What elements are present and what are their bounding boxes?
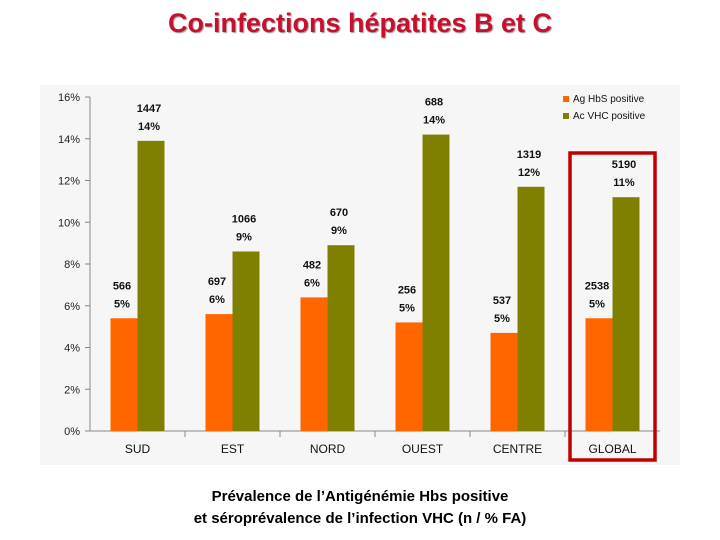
data-label-count: 566 [113,280,131,292]
y-tick-label: 12% [58,176,80,188]
y-tick-label: 2% [64,384,80,396]
data-label-count: 688 [425,97,443,109]
x-tick-label: OUEST [402,442,444,456]
bar-ag-hbs [300,297,328,431]
data-label-percent: 5% [399,302,415,314]
x-tick-label: EST [221,442,245,456]
global-highlight-box [568,151,657,462]
legend-swatch [563,113,569,119]
x-tick-label: SUD [125,442,151,456]
data-label-percent: 14% [138,121,160,133]
data-label-percent: 5% [494,313,510,325]
bar-ac-vhc [612,197,640,431]
data-label-count: 1319 [517,149,541,161]
caption-line-2: et séroprévalence de l’infection VHC (n … [193,510,527,527]
data-label-percent: 5% [589,298,605,310]
x-tick-label: CENTRE [493,442,542,456]
bar-ag-hbs [585,318,613,431]
bar-ag-hbs [110,318,138,431]
data-label-count: 697 [208,276,226,288]
data-label-count: 256 [398,284,416,296]
x-tick-label: NORD [310,442,346,456]
y-tick-label: 8% [64,259,80,271]
data-label-percent: 14% [423,115,445,127]
data-label-percent: 9% [331,225,347,237]
bar-ac-vhc [232,251,260,431]
bar-ag-hbs [395,322,423,431]
data-label-count: 537 [493,295,511,307]
legend-swatch [563,96,569,102]
slide-title: Co-infections hépatites B et C [167,8,553,38]
data-label-count: 482 [303,259,321,271]
data-label-count: 1447 [137,103,161,115]
y-tick-label: 16% [58,92,80,104]
legend-label: Ag HbS positive [573,94,645,105]
y-tick-label: 14% [58,134,80,146]
data-label-percent: 9% [236,231,252,243]
bar-ac-vhc [327,245,355,431]
data-label-count: 5190 [612,159,636,171]
bar-ac-vhc [137,140,165,431]
data-label-count: 1066 [232,213,256,225]
data-label-percent: 11% [613,177,635,189]
x-tick-label: GLOBAL [588,442,636,456]
data-label-percent: 12% [518,167,540,179]
data-label-percent: 6% [304,277,320,289]
bar-ag-hbs [205,314,233,431]
data-label-percent: 6% [209,294,225,306]
y-tick-label: 0% [64,426,80,438]
bar-ac-vhc [422,134,450,431]
legend-label: Ac VHC positive [573,111,646,122]
bar-ac-vhc [517,186,545,431]
y-tick-label: 6% [64,301,80,313]
y-tick-label: 10% [58,217,80,229]
caption-line-1: Prévalence de l’Antigénémie Hbs positive [211,488,509,505]
y-tick-label: 4% [64,343,80,355]
data-label-count: 670 [330,207,348,219]
bar-ag-hbs [490,332,518,431]
data-label-count: 2538 [585,280,609,292]
data-label-percent: 5% [114,298,130,310]
